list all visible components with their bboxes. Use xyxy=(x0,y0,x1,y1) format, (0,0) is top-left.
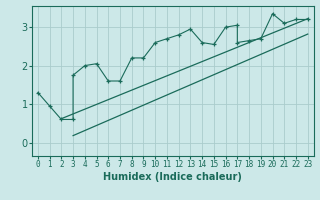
X-axis label: Humidex (Indice chaleur): Humidex (Indice chaleur) xyxy=(103,172,242,182)
